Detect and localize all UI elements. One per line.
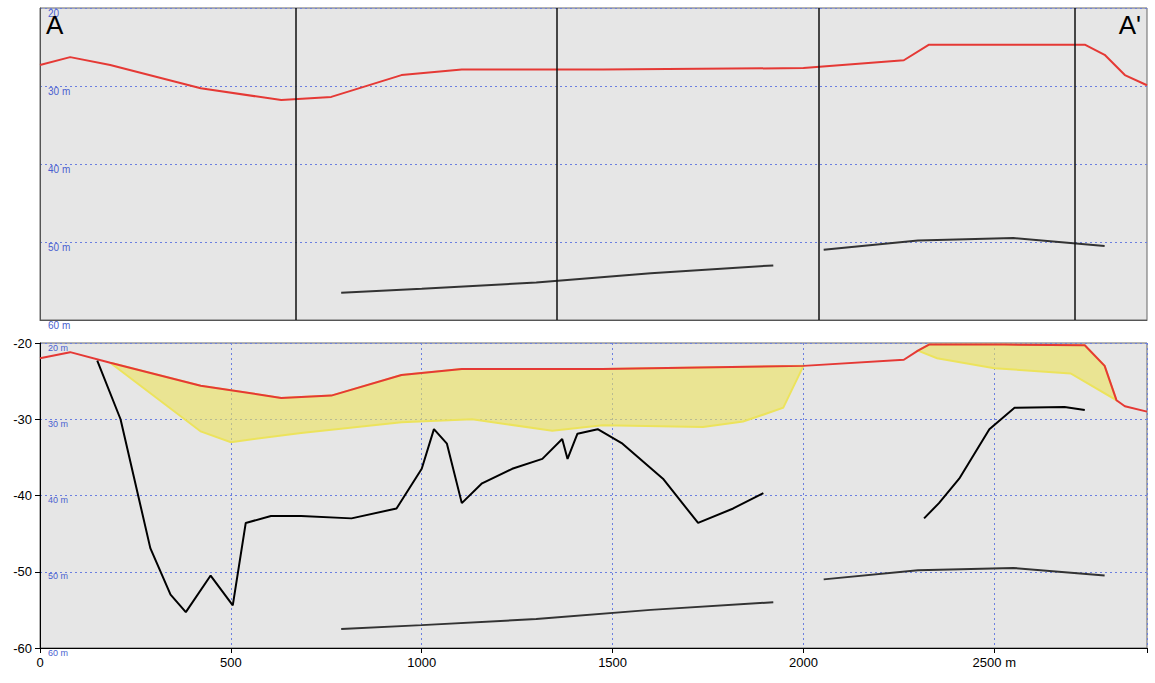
svg-text:-20: -20 [13,336,32,351]
svg-text:1000: 1000 [407,655,436,670]
svg-text:0: 0 [36,655,43,670]
svg-text:-40: -40 [13,488,32,503]
svg-text:50 m: 50 m [48,242,70,253]
svg-text:2000: 2000 [789,655,818,670]
svg-text:20 m: 20 m [48,343,68,353]
svg-text:500: 500 [220,655,242,670]
svg-text:-30: -30 [13,412,32,427]
svg-text:40 m: 40 m [48,495,68,505]
svg-text:A: A [46,10,64,40]
svg-text:-60: -60 [13,641,32,656]
svg-text:-50: -50 [13,564,32,579]
svg-text:40 m: 40 m [48,164,70,175]
svg-text:30 m: 30 m [48,419,68,429]
svg-text:2500 m: 2500 m [973,655,1016,670]
svg-text:1500: 1500 [598,655,627,670]
svg-text:A': A' [1119,10,1141,40]
svg-text:60 m: 60 m [48,320,70,331]
svg-text:30 m: 30 m [48,86,70,97]
svg-text:50 m: 50 m [48,571,68,581]
svg-text:60 m: 60 m [48,648,68,658]
